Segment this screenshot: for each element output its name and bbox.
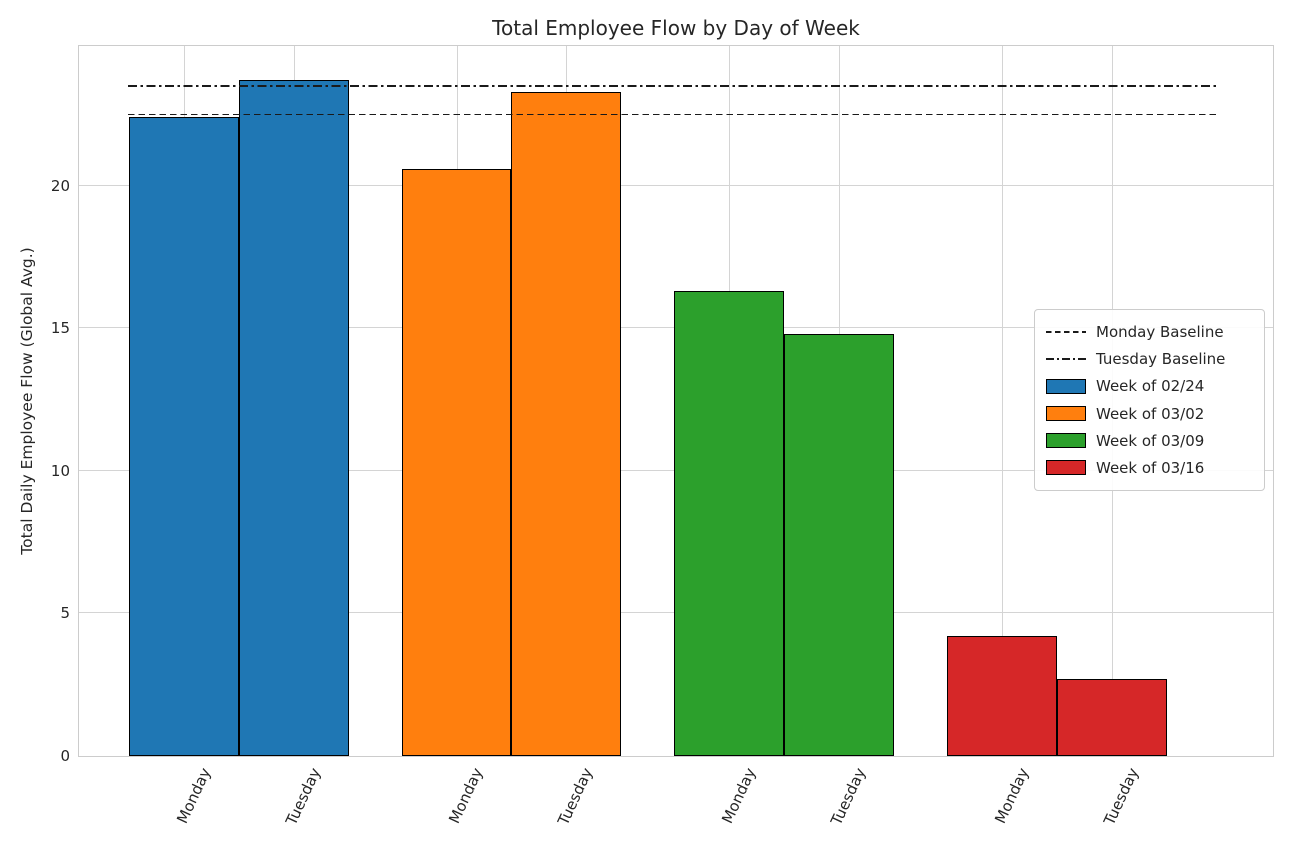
legend-item-Weekof0224: Week of 02/24	[1046, 373, 1253, 399]
y-tick-label: 5	[60, 604, 70, 623]
bar-Weekof0302-monday	[401, 168, 512, 756]
y-axis-label: Total Daily Employee Flow (Global Avg.)	[18, 247, 36, 555]
y-tick-label: 10	[50, 461, 70, 480]
bar-Weekof0302-tuesday	[511, 91, 622, 756]
legend-patch	[1046, 433, 1086, 449]
legend-line-dashdot	[1046, 358, 1086, 361]
legend-label: Week of 03/16	[1096, 458, 1205, 477]
legend-line-dashed	[1046, 331, 1086, 333]
baseline-tuesday	[127, 85, 1220, 87]
legend-item-tuesday: Tuesday Baseline	[1046, 346, 1253, 372]
legend-label: Week of 02/24	[1096, 377, 1205, 396]
y-tick-label: 20	[50, 176, 70, 195]
legend-item-monday: Monday Baseline	[1046, 319, 1253, 345]
legend-item-Weekof0316: Week of 03/16	[1046, 455, 1253, 481]
bar-Weekof0224-tuesday	[238, 80, 349, 756]
plot-area: 0 5 10 15 20 Monday Tuesday Monday Tuesday Monday…	[51, 45, 1274, 828]
legend-swatch	[1046, 358, 1086, 361]
legend: Monday Baseline Tuesday Baseline Week of 0…	[1034, 309, 1265, 491]
legend-label: Week of 03/02	[1096, 404, 1205, 423]
bar-Weekof0309-tuesday	[784, 334, 894, 756]
legend-swatch	[1046, 460, 1086, 476]
legend-patch	[1046, 378, 1086, 394]
legend-swatch	[1046, 378, 1086, 394]
legend-item-Weekof0309: Week of 03/09	[1046, 428, 1253, 454]
bar-Weekof0316-tuesday	[1056, 679, 1167, 756]
bar-Weekof0316-monday	[946, 636, 1057, 756]
y-tick-label: 15	[50, 319, 70, 338]
y-tick-label: 0	[60, 747, 70, 765]
legend-swatch	[1046, 331, 1086, 333]
h-gridline	[79, 184, 1273, 186]
legend-patch	[1046, 406, 1086, 422]
v-gridline	[1001, 46, 1003, 756]
legend-patch	[1046, 460, 1086, 476]
legend-swatch	[1046, 433, 1086, 449]
legend-item-Weekof0302: Week of 03/02	[1046, 401, 1253, 427]
chart-title: Total Employee Flow by Day of Week	[492, 16, 860, 40]
legend-label: Week of 03/09	[1096, 431, 1205, 450]
legend-label: Monday Baseline	[1096, 323, 1224, 341]
legend-swatch	[1046, 406, 1086, 422]
bar-Weekof0309-monday	[674, 291, 785, 756]
baseline-monday	[127, 113, 1220, 116]
legend-label: Tuesday Baseline	[1096, 350, 1226, 369]
bar-Weekof0224-monday	[128, 117, 239, 756]
